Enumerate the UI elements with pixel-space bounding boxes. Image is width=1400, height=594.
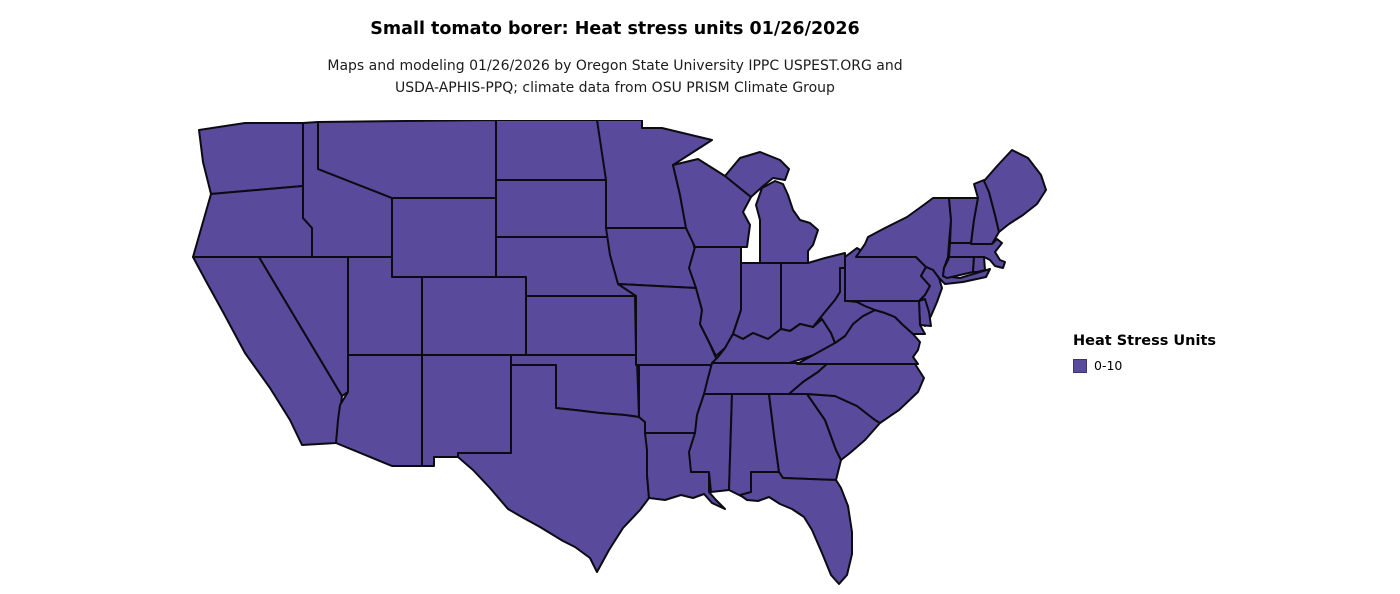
legend-swatch <box>1073 358 1087 373</box>
legend-title: Heat Stress Units <box>1073 333 1217 349</box>
map-legend: Heat Stress Units 0-10 <box>1073 333 1216 373</box>
state-ma <box>948 238 1006 269</box>
state-ri <box>972 256 986 273</box>
state-md <box>856 300 926 335</box>
subtitle-line-1: Maps and modeling 01/26/2026 by Oregon S… <box>327 58 903 74</box>
state-in <box>732 262 782 340</box>
state-ia <box>605 227 699 289</box>
page-subtitle: Maps and modeling 01/26/2026 by Oregon S… <box>0 55 1230 99</box>
state-mi_up <box>724 151 790 198</box>
state-ks <box>525 295 637 356</box>
state-mi <box>755 180 819 264</box>
state-co <box>421 276 527 356</box>
state-or <box>192 185 313 258</box>
us-map <box>192 120 1047 585</box>
state-wa <box>198 122 304 195</box>
page-title: Small tomato borer: Heat stress units 01… <box>370 19 860 39</box>
state-nd <box>495 120 609 181</box>
subtitle-line-2: USDA-APHIS-PPQ; climate data from OSU PR… <box>395 80 835 96</box>
legend-item: 0-10 <box>1073 358 1216 373</box>
state-nc <box>788 362 925 424</box>
legend-item-label: 0-10 <box>1094 358 1123 373</box>
state-me <box>983 149 1047 233</box>
state-az <box>335 354 423 467</box>
state-fl <box>739 471 853 585</box>
state-wi <box>672 158 752 248</box>
state-wy <box>391 197 497 278</box>
state-nm <box>421 354 512 467</box>
state-sd <box>495 179 609 238</box>
state-tx <box>457 364 650 573</box>
